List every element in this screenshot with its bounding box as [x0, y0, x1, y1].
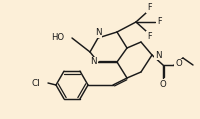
Text: N: N — [95, 28, 101, 37]
Text: F: F — [147, 32, 152, 41]
Text: Cl: Cl — [31, 79, 40, 87]
Text: F: F — [147, 3, 152, 12]
Text: F: F — [157, 17, 162, 27]
Text: O: O — [160, 80, 166, 89]
Text: N: N — [155, 50, 162, 60]
Text: O: O — [175, 60, 182, 69]
Text: HO: HO — [51, 34, 64, 42]
Text: N: N — [90, 57, 97, 67]
